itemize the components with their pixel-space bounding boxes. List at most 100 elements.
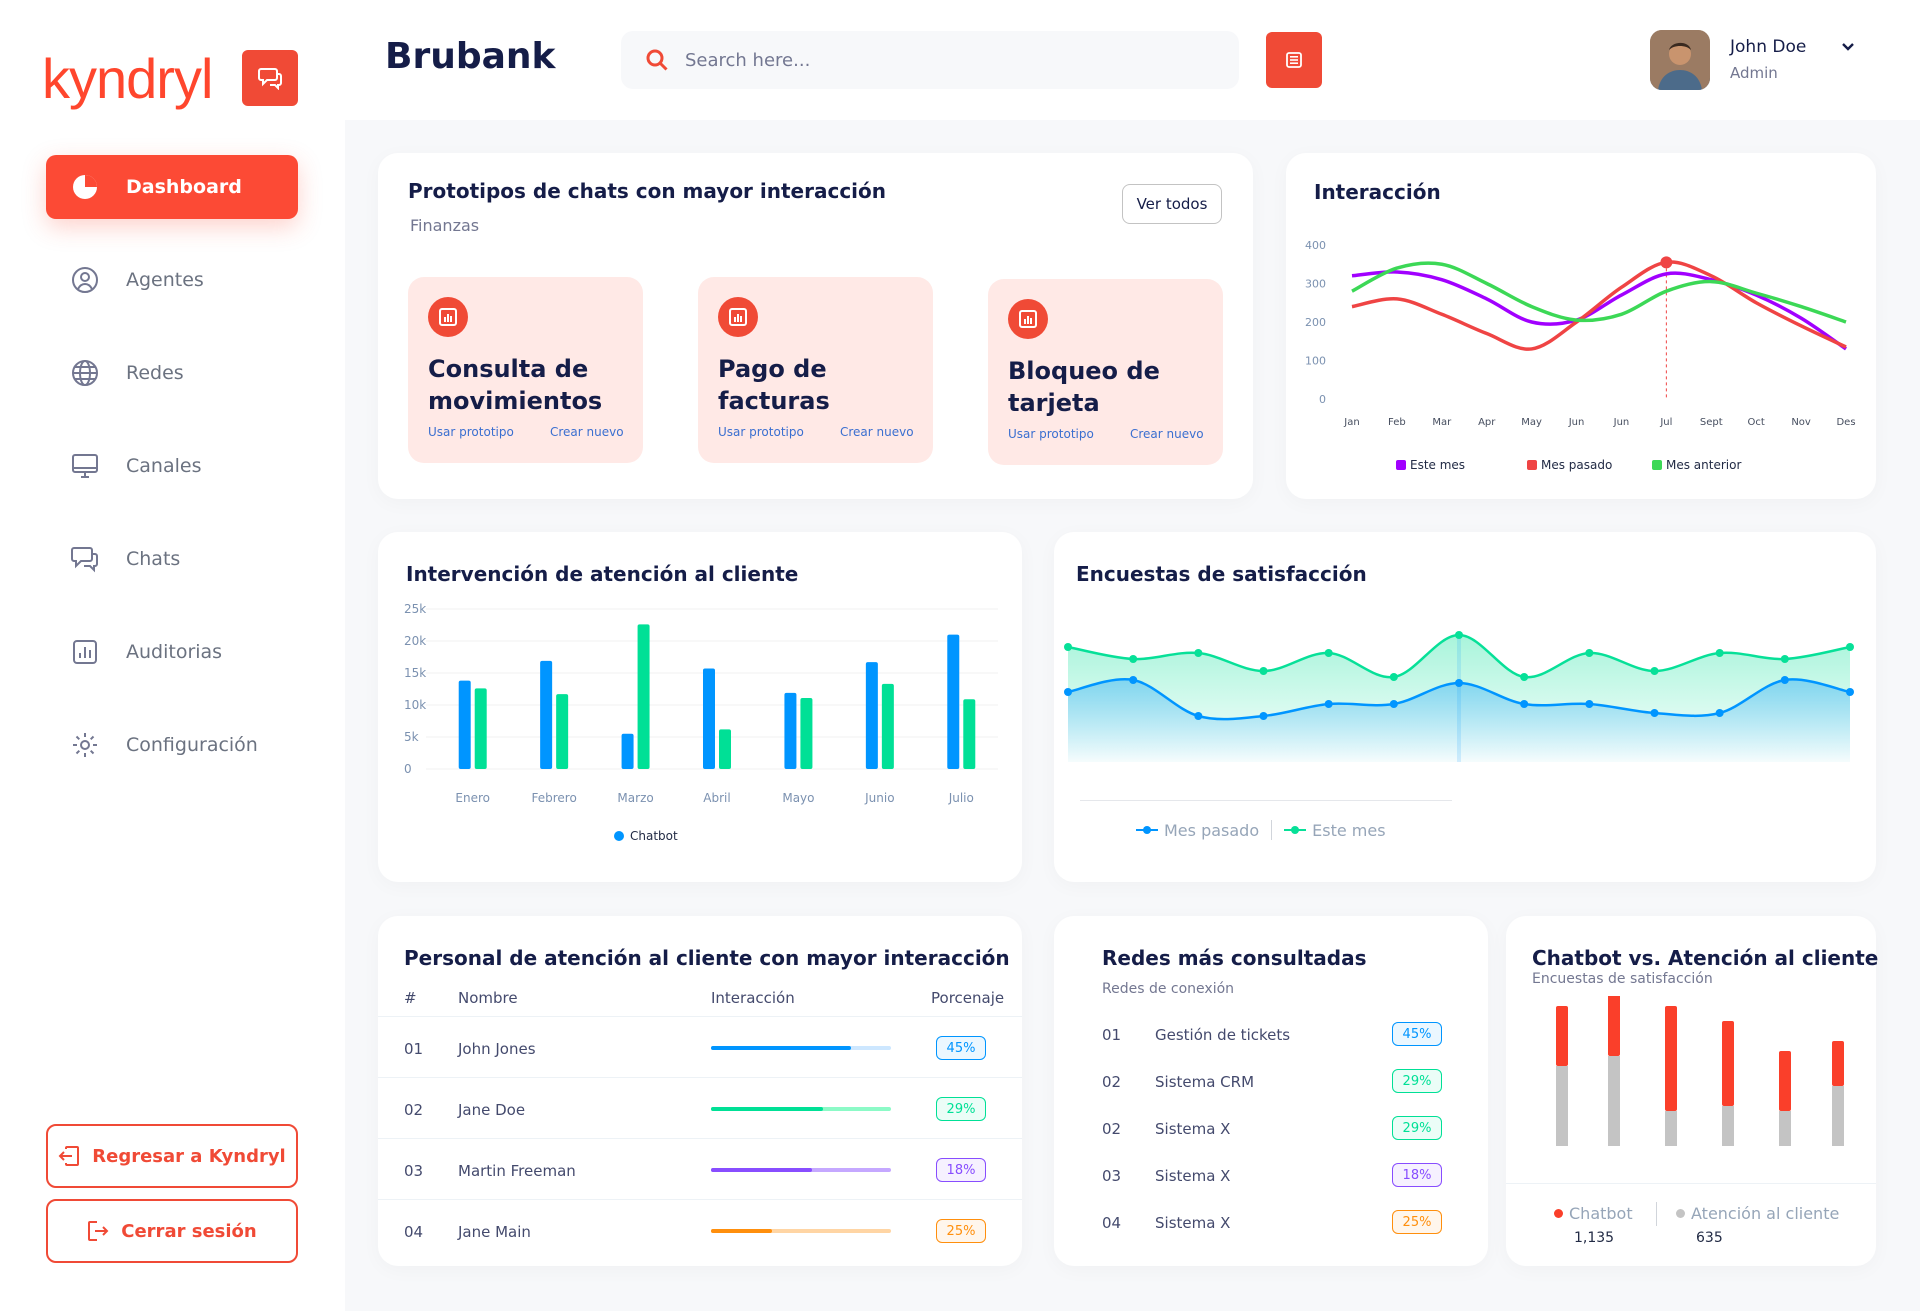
bar-chart-icon xyxy=(428,297,468,337)
sidebar-item-chats[interactable]: Chats xyxy=(46,527,298,591)
chatbot-vs-card: Chatbot vs. Atención al cliente Encuesta… xyxy=(1506,916,1878,1266)
legend-item: Este mes xyxy=(1284,821,1386,840)
x-tick-label: Sept xyxy=(1700,417,1723,428)
sidebar-item-agentes[interactable]: Agentes xyxy=(46,248,298,312)
intervention-card: Intervención de atención al cliente 0 5k 1… xyxy=(378,532,1022,882)
prototype-card[interactable]: Pago de facturas Usar prototipo Crear nu… xyxy=(698,277,933,463)
x-tick-label: Febrero xyxy=(531,791,576,805)
card-title: Interacción xyxy=(1314,180,1441,204)
series-line xyxy=(1351,261,1847,324)
row-number: 03 xyxy=(1102,1167,1122,1185)
x-tick-label: Enero xyxy=(455,791,490,805)
sidebar-item-auditorias[interactable]: Auditorias xyxy=(46,620,298,684)
row-number: 03 xyxy=(404,1162,424,1180)
data-point xyxy=(1780,676,1789,684)
row-name: Sistema X xyxy=(1155,1167,1231,1185)
data-point xyxy=(1389,673,1398,681)
card-subtitle: Encuestas de satisfacción xyxy=(1532,971,1713,987)
y-tick-label: 20k xyxy=(404,634,426,648)
column-header: Nombre xyxy=(458,989,518,1007)
stack-bar-segment xyxy=(1665,1111,1677,1146)
sidebar-item-canales[interactable]: Canales xyxy=(46,434,298,498)
legend-swatch xyxy=(1652,460,1662,470)
use-prototype-link[interactable]: Usar prototipo xyxy=(718,425,804,439)
x-tick-label: Apr xyxy=(1478,417,1496,428)
back-label: Regresar a Kyndryl xyxy=(92,1145,286,1167)
data-point xyxy=(1846,688,1854,696)
legend-swatch xyxy=(1396,460,1406,470)
data-point xyxy=(1194,712,1203,720)
page-title: Brubank xyxy=(385,36,556,77)
series-line xyxy=(1351,270,1847,351)
create-new-link[interactable]: Crear nuevo xyxy=(840,425,914,439)
back-to-kyndryl-button[interactable]: Regresar a Kyndryl xyxy=(46,1124,298,1188)
prototype-card[interactable]: Bloqueo de tarjeta Usar prototipo Crear … xyxy=(988,279,1223,465)
data-point xyxy=(1846,643,1854,651)
use-prototype-link[interactable]: Usar prototipo xyxy=(428,425,514,439)
percent-badge: 25% xyxy=(1392,1210,1442,1234)
x-tick-label: Des xyxy=(1836,417,1855,428)
y-tick-label: 10k xyxy=(404,698,426,712)
column-header: Porcenaje xyxy=(931,989,1005,1007)
interaction-card: Interacción 0 100 200 300 400 Jan Feb Mar Apr May… xyxy=(1286,153,1876,499)
legend-item: Atención al cliente xyxy=(1676,1204,1839,1223)
data-point xyxy=(1129,676,1138,684)
percent-badge: 29% xyxy=(936,1097,986,1121)
legend-item: Mes pasado xyxy=(1136,821,1259,840)
percent-badge: 45% xyxy=(936,1036,986,1060)
legend-item: Chatbot xyxy=(1554,1204,1633,1223)
y-tick-label: 300 xyxy=(1305,278,1326,291)
sidebar-item-configuracion[interactable]: Configuración xyxy=(46,713,298,777)
bar-chart-icon xyxy=(718,297,758,337)
kyndryl-logo[interactable]: kyndryl xyxy=(42,47,213,110)
progress-fill xyxy=(711,1107,823,1111)
logout-button[interactable]: Cerrar sesión xyxy=(46,1199,298,1263)
stack-bar-segment xyxy=(1608,996,1620,1056)
y-tick-label: 100 xyxy=(1305,355,1326,368)
card-title: Personal de atención al cliente con mayo… xyxy=(404,946,1010,970)
create-new-link[interactable]: Crear nuevo xyxy=(1130,427,1204,441)
data-point xyxy=(1585,700,1594,708)
view-all-button[interactable]: Ver todos xyxy=(1122,184,1222,224)
progress-fill xyxy=(711,1229,773,1233)
row-name: Jane Main xyxy=(458,1223,531,1241)
bar xyxy=(474,688,487,769)
interaction-line-chart: 0 100 200 300 400 Jan Feb Mar Apr May Jun Jun Jul Sep… xyxy=(1305,239,1856,472)
percent-badge: 45% xyxy=(1392,1022,1442,1046)
column-header: Interacción xyxy=(711,989,795,1007)
total-value: 635 xyxy=(1696,1230,1723,1246)
row-name: Sistema X xyxy=(1155,1120,1231,1138)
prototype-card[interactable]: Consulta de movimientos Usar prototipo C… xyxy=(408,277,643,463)
create-new-link[interactable]: Crear nuevo xyxy=(550,425,624,439)
chat-button[interactable] xyxy=(242,50,298,106)
list-icon xyxy=(1286,52,1302,68)
data-point xyxy=(1389,700,1398,708)
data-point xyxy=(1324,700,1333,708)
data-point xyxy=(1650,667,1659,675)
x-tick-label: Mar xyxy=(1432,417,1452,428)
survey-area-chart xyxy=(1064,631,1854,762)
progress-track xyxy=(711,1229,891,1233)
y-tick-label: 15k xyxy=(404,666,426,680)
percent-badge: 25% xyxy=(936,1219,986,1243)
x-tick-label: Jun xyxy=(1568,417,1585,428)
bar xyxy=(719,729,731,769)
sidebar-item-dashboard[interactable]: Dashboard xyxy=(46,155,298,219)
row-number: 02 xyxy=(1102,1073,1122,1091)
gear-icon xyxy=(68,728,102,762)
pie-chart-icon xyxy=(68,170,102,204)
legend-label: Mes pasado xyxy=(1164,820,1260,840)
chevron-down-icon[interactable] xyxy=(1840,38,1856,54)
menu-button[interactable] xyxy=(1266,32,1322,88)
staff-card: Personal de atención al cliente con mayo… xyxy=(378,916,1022,1266)
stack-bar-segment xyxy=(1832,1086,1844,1146)
avatar[interactable] xyxy=(1650,30,1710,90)
stack-bar-segment xyxy=(1556,1066,1568,1146)
percent-badge: 18% xyxy=(936,1158,986,1182)
search-input[interactable]: Search here... xyxy=(621,31,1239,89)
user-circle-icon xyxy=(68,263,102,297)
legend-swatch xyxy=(1527,460,1537,470)
use-prototype-link[interactable]: Usar prototipo xyxy=(1008,427,1094,441)
x-tick-label: Feb xyxy=(1388,417,1406,428)
sidebar-item-redes[interactable]: Redes xyxy=(46,341,298,405)
